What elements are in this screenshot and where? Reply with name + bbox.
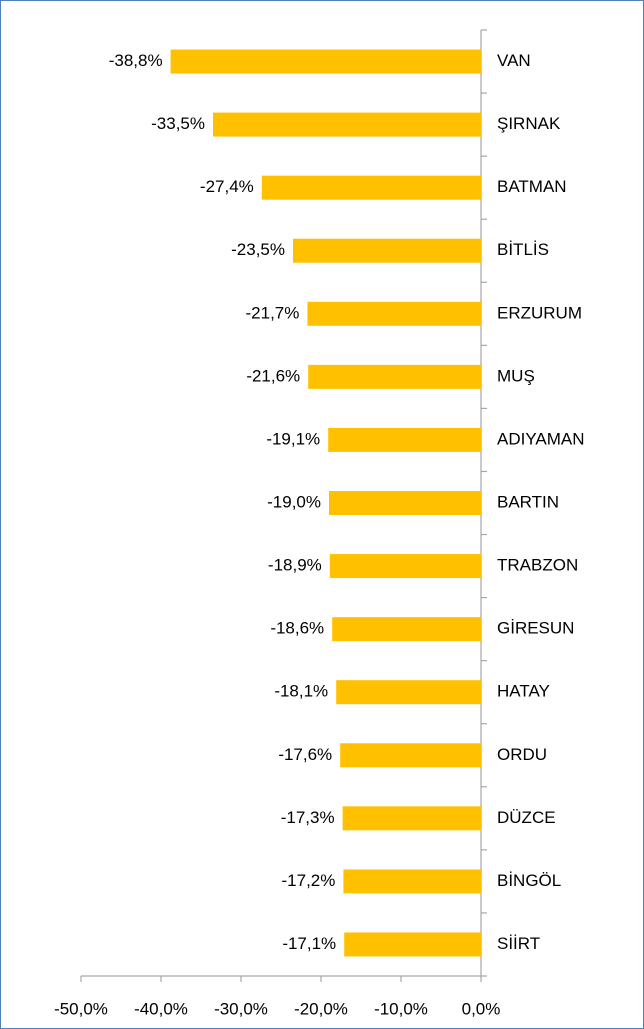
bar [336, 680, 481, 705]
data-label: -17,1% [282, 934, 336, 953]
bar [307, 301, 481, 326]
category-label: BATMAN [497, 177, 567, 196]
bar [342, 806, 481, 831]
data-label: -17,2% [282, 871, 336, 890]
data-label: -19,1% [266, 429, 320, 448]
data-label: -21,7% [246, 303, 300, 322]
x-tick-label: -40,0% [134, 999, 188, 1018]
category-label: GİRESUN [497, 619, 574, 638]
x-tick-label: 0,0% [462, 999, 501, 1018]
bar [308, 364, 481, 389]
bar [328, 427, 481, 452]
data-label: -21,6% [246, 366, 300, 385]
data-label: -33,5% [151, 114, 205, 133]
category-label: BİNGÖL [497, 871, 561, 890]
bar [344, 932, 481, 957]
data-label: -23,5% [231, 240, 285, 259]
bar [213, 112, 481, 137]
data-label: -17,6% [278, 745, 332, 764]
category-label: TRABZON [497, 556, 578, 575]
x-tick-label: -50,0% [54, 999, 108, 1018]
category-label: SİİRT [497, 934, 540, 953]
bar [329, 554, 481, 579]
category-label: ORDU [497, 745, 547, 764]
category-label: BARTIN [497, 492, 559, 511]
data-label: -18,9% [268, 556, 322, 575]
bar [340, 743, 481, 768]
bar [332, 617, 481, 642]
category-label: MUŞ [497, 366, 535, 385]
category-label: HATAY [497, 682, 550, 701]
data-label: -38,8% [109, 51, 163, 70]
category-label: DÜZCE [497, 808, 556, 827]
category-label: ŞIRNAK [497, 114, 561, 133]
bar [261, 175, 481, 200]
data-label: -17,3% [281, 808, 335, 827]
bar [329, 491, 481, 515]
category-label: BİTLİS [497, 240, 549, 259]
data-label: -19,0% [267, 492, 321, 511]
category-label: ERZURUM [497, 303, 582, 322]
bar [170, 49, 481, 74]
data-label: -18,1% [274, 682, 328, 701]
data-label: -27,4% [200, 177, 254, 196]
x-tick-label: -10,0% [374, 999, 428, 1018]
bar [293, 238, 481, 263]
category-label: VAN [497, 51, 531, 70]
x-tick-label: -30,0% [214, 999, 268, 1018]
category-label: ADIYAMAN [497, 429, 585, 448]
x-tick-label: -20,0% [294, 999, 348, 1018]
bar [343, 869, 481, 894]
data-label: -18,6% [270, 619, 324, 638]
